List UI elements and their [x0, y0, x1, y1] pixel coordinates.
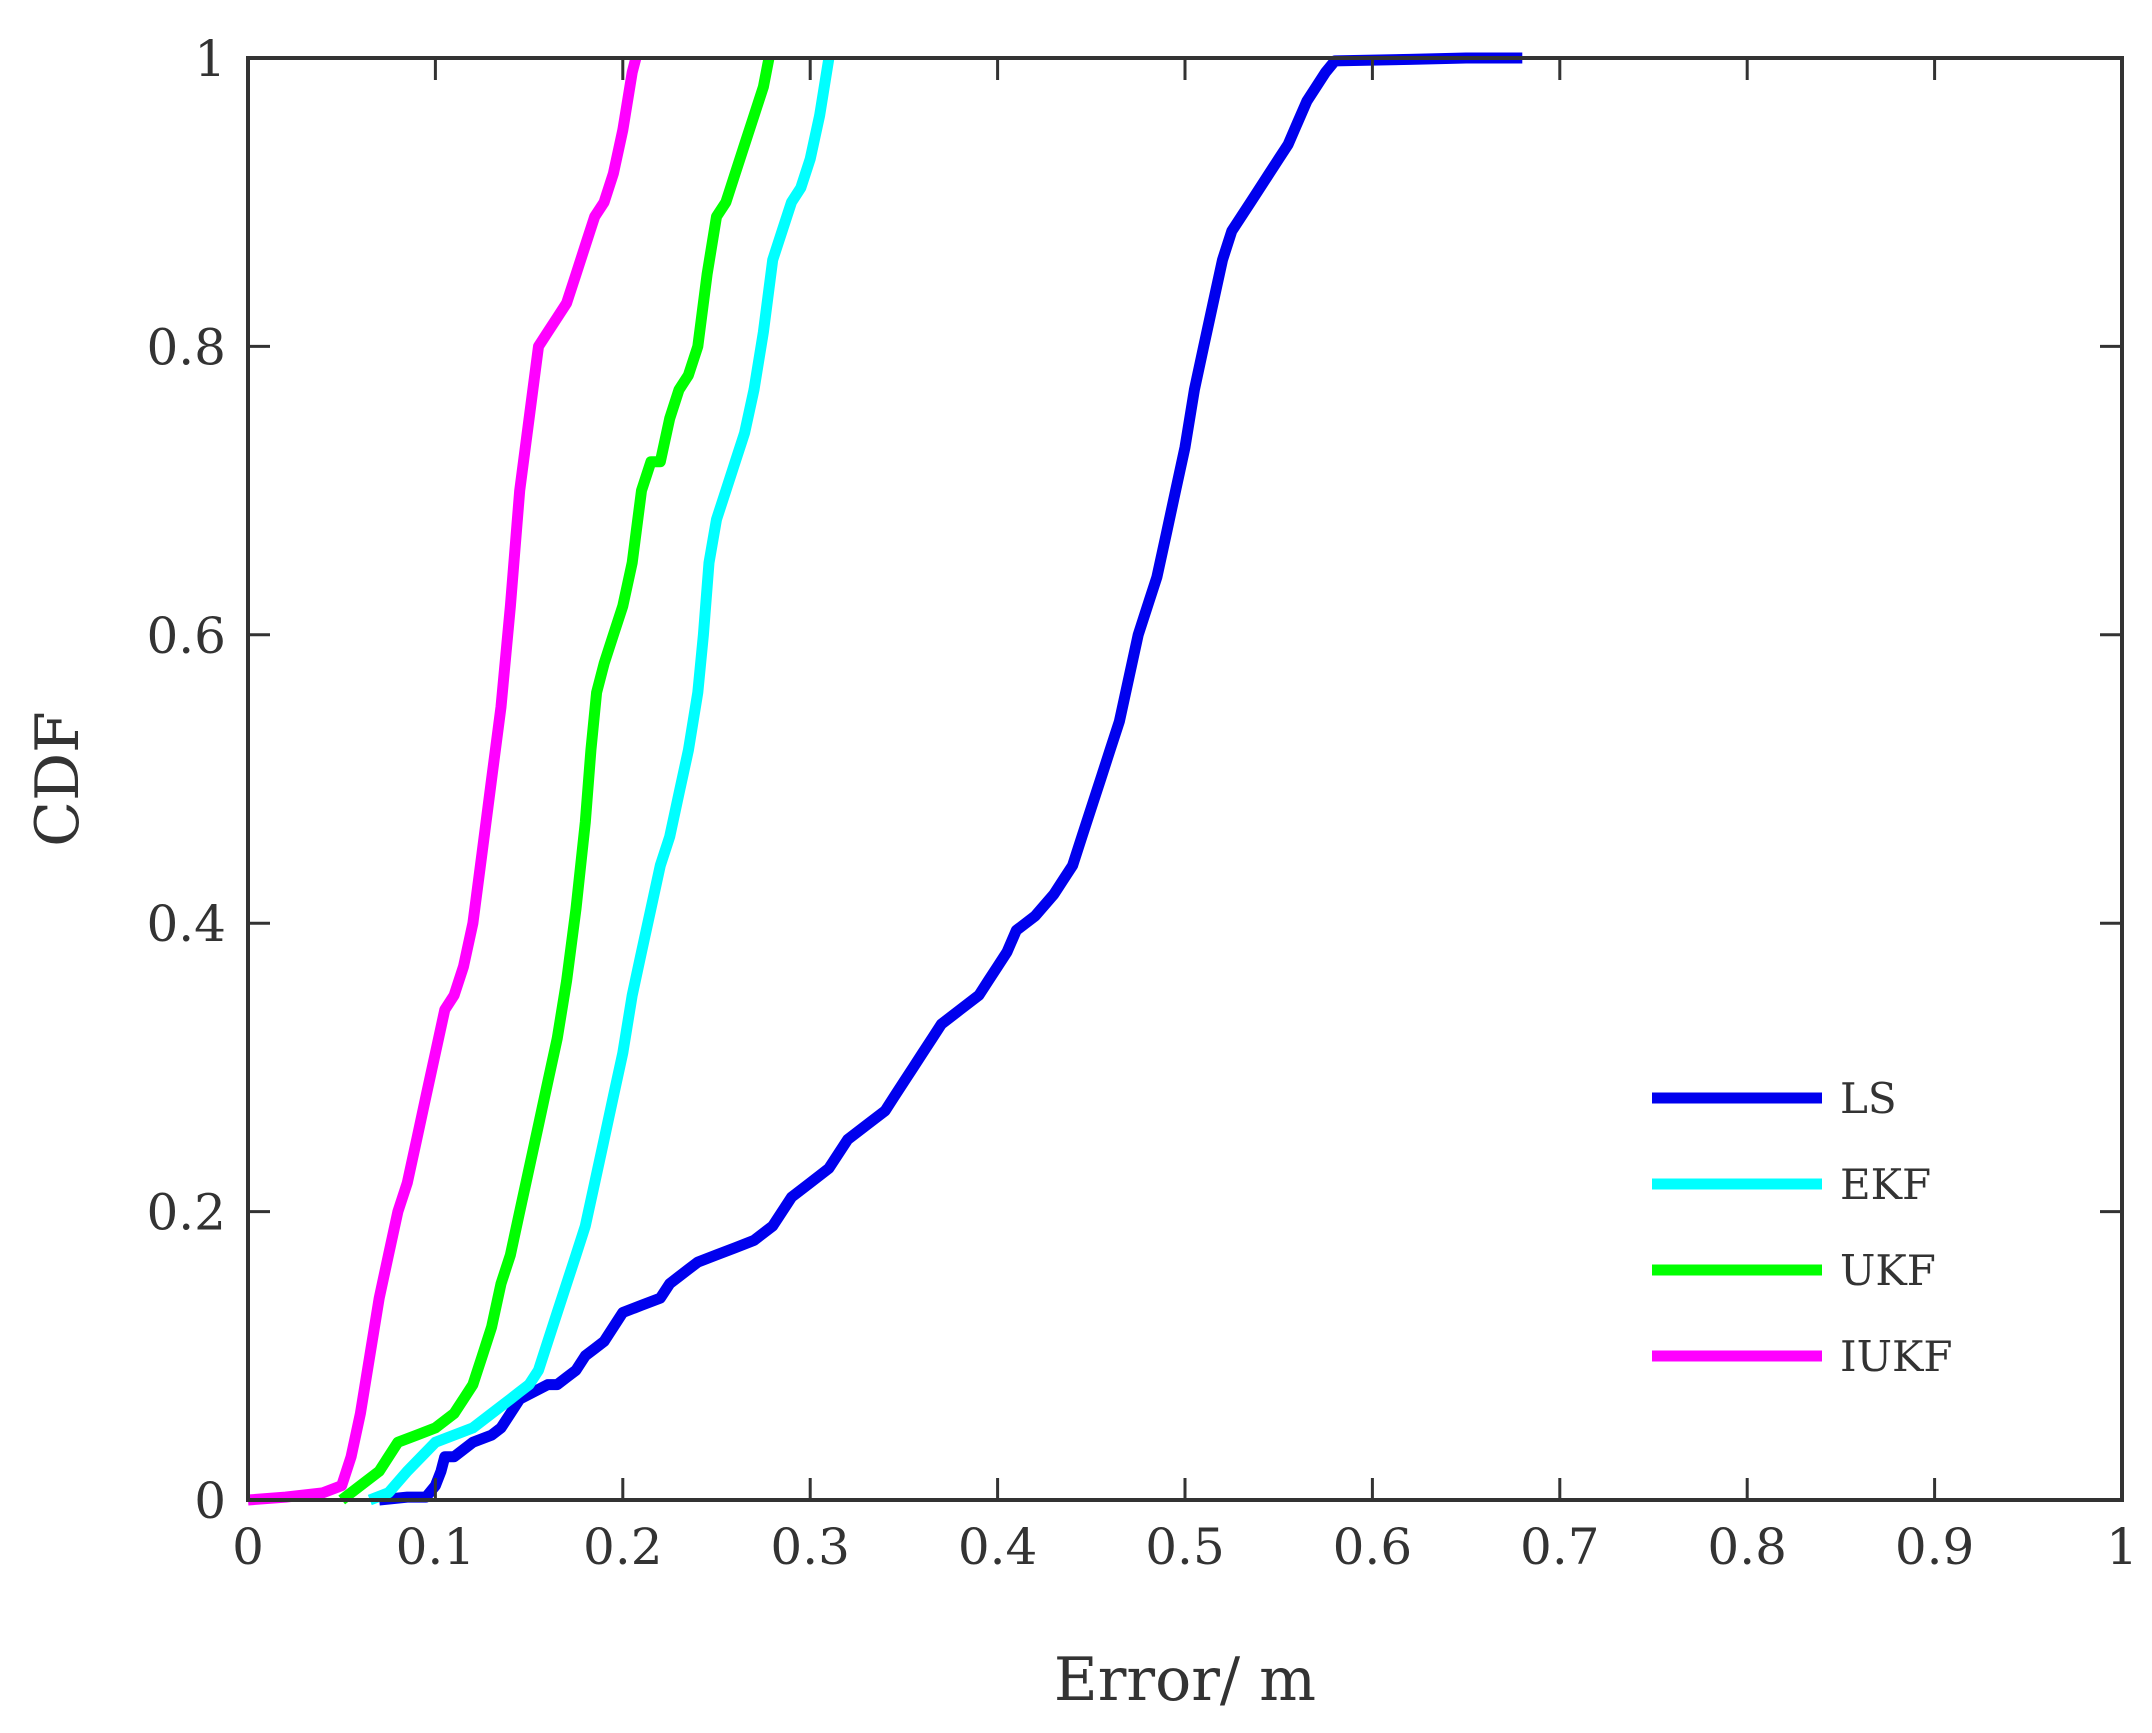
y-tick-label: 0.2	[146, 1184, 226, 1242]
x-tick-label: 1	[2106, 1518, 2138, 1576]
x-axis-title: Error/ m	[1054, 1645, 1316, 1715]
legend-label-ekf: EKF	[1840, 1160, 1931, 1209]
y-tick-label: 0.6	[146, 607, 226, 665]
y-tick-label: 0.8	[146, 318, 226, 376]
legend-label-iukf: IUKF	[1840, 1332, 1953, 1381]
x-tick-label: 0.9	[1895, 1518, 1975, 1576]
legend: LS EKF UKF IUKF	[1652, 1074, 1953, 1381]
y-tick-label: 0.4	[146, 895, 226, 953]
x-tick-label: 0.2	[583, 1518, 663, 1576]
x-tick-label: 0.8	[1707, 1518, 1787, 1576]
legend-label-ls: LS	[1840, 1074, 1897, 1123]
series-layer	[247, 52, 1523, 1506]
x-tick-label: 0.7	[1520, 1518, 1600, 1576]
series-line-ls	[378, 52, 1523, 1506]
y-tick-label: 0	[194, 1472, 226, 1530]
x-tick-label: 0.3	[770, 1518, 850, 1576]
series-line-iukf	[247, 56, 642, 1506]
x-tick-label: 0.6	[1333, 1518, 1413, 1576]
legend-label-ukf: UKF	[1840, 1246, 1936, 1295]
series-line-ekf	[367, 57, 835, 1506]
x-tick-label: 0.5	[1145, 1518, 1225, 1576]
tick-layer: 0 0.1 0.2 0.3 0.4 0.5 0.6 0.7 0.8 0.9 1 0 0.2 0.4 0.6 0…	[146, 30, 2137, 1576]
x-tick-label: 0	[232, 1518, 264, 1576]
x-tick-label: 0.4	[958, 1518, 1038, 1576]
y-tick-label: 1	[194, 30, 226, 88]
x-tick-label: 0.1	[396, 1518, 476, 1576]
series-line-ukf	[338, 56, 775, 1505]
y-axis-title: CDF	[23, 711, 93, 847]
